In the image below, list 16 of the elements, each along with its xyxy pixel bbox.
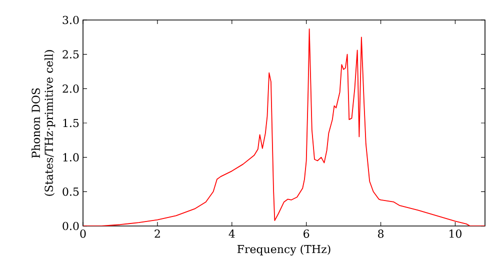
x-tick-label: 4 <box>228 230 235 238</box>
x-tick-label: 2 <box>154 230 160 238</box>
y-axis-title: Phonon DOS (States/THz·primitive cell) <box>31 50 56 196</box>
y-tick-label: 0.5 <box>62 188 79 196</box>
y-tick-label: 1.5 <box>63 118 79 128</box>
y-tick-label: 2.5 <box>62 50 79 58</box>
x-tick-label: 8 <box>378 230 384 238</box>
x-tick-label: 0 <box>80 230 86 238</box>
y-tick-label: 1.0 <box>63 153 79 162</box>
line-series <box>83 28 485 226</box>
x-tick-label: 6 <box>304 230 310 238</box>
y-tick-label: 0.0 <box>62 222 79 230</box>
y-tick-label: 3.0 <box>62 16 79 24</box>
y-tick-label: 2.0 <box>62 84 79 93</box>
x-tick-label: 10 <box>450 230 462 238</box>
x-axis-title: Frequency (THz) <box>237 244 330 256</box>
